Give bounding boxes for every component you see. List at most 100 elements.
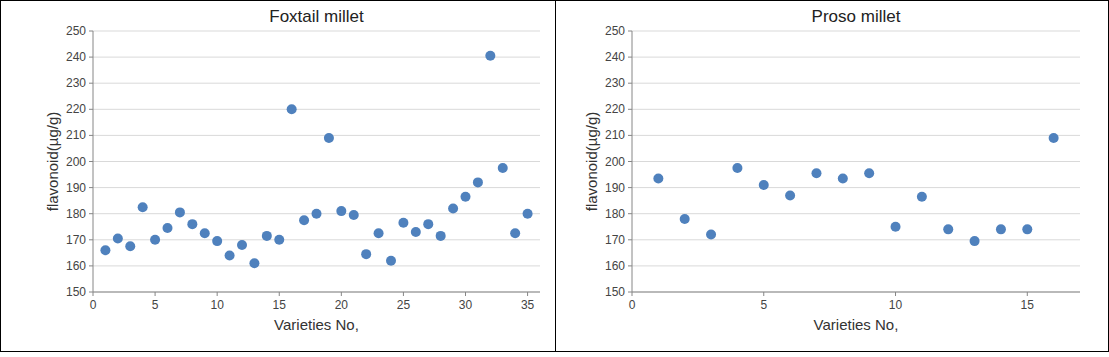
y-tick [89,161,93,162]
point [374,228,384,238]
y-tick-label: 190 [66,181,86,195]
y-tick-label: 160 [66,259,86,273]
y-tick-label: 240 [66,50,86,64]
x-tick-label: 10 [889,298,903,312]
point [653,173,663,183]
point [336,206,346,216]
x-tick [341,292,342,296]
y-tick-label: 210 [605,128,625,142]
point [732,163,742,173]
marks [100,51,532,268]
point [680,214,690,224]
x-tick [217,292,218,296]
panel-frame [1,1,1109,352]
point [138,202,148,212]
y-tick [89,57,93,58]
y-tick [89,265,93,266]
point [461,192,471,202]
y-axis-label: flavonoid(µg/g) [583,112,600,212]
point [150,235,160,245]
point [523,209,533,219]
y-tick-label: 230 [66,76,86,90]
point [436,231,446,241]
y-tick-label: 170 [66,233,86,247]
chart: 150160170180190200210220230240250051015P… [583,7,1080,333]
point [1049,133,1059,143]
point [312,209,322,219]
point [274,235,284,245]
point [398,218,408,228]
point [262,231,272,241]
x-axis-label: Varieties No, [274,316,359,333]
y-tick-label: 150 [66,285,86,299]
grid-line [93,31,540,32]
x-tick [895,292,896,296]
grid-line [93,187,540,188]
grid-line [93,292,540,293]
y-axis [93,31,94,292]
x-tick-label: 0 [90,298,97,312]
y-tick-label: 220 [66,102,86,116]
y-tick [628,161,632,162]
point [498,163,508,173]
y-tick [89,213,93,214]
y-axis [632,31,633,292]
point [706,230,716,240]
point [287,104,297,114]
point [759,180,769,190]
grid-line [632,31,1080,32]
point [187,219,197,229]
grid-line [632,109,1080,110]
y-tick [628,265,632,266]
y-tick-label: 250 [66,24,86,38]
point [448,203,458,213]
title: Proso millet [812,7,901,26]
y-tick-label: 160 [605,259,625,273]
y-tick [89,31,93,32]
y-tick [89,83,93,84]
point [237,240,247,250]
y-tick [628,239,632,240]
point [163,223,173,233]
point [838,173,848,183]
y-tick-label: 240 [605,50,625,64]
y-tick [628,83,632,84]
x-tick-label: 35 [521,298,535,312]
x-tick-label: 15 [273,298,287,312]
point [510,228,520,238]
x-tick [93,292,94,296]
point [200,228,210,238]
x-tick-label: 10 [210,298,224,312]
point [917,192,927,202]
x-axis [93,292,540,293]
point [100,245,110,255]
point [785,190,795,200]
point [1022,224,1032,234]
grid-line [632,57,1080,58]
y-tick-label: 190 [605,181,625,195]
point [996,224,1006,234]
y-tick-label: 180 [605,207,625,221]
point [811,168,821,178]
grid-line [93,57,540,58]
point [324,133,334,143]
y-tick [628,187,632,188]
grid-line [632,265,1080,266]
grid-line [632,239,1080,240]
y-tick-label: 230 [605,76,625,90]
x-tick [279,292,280,296]
grid-line [632,83,1080,84]
y-tick-label: 200 [605,155,625,169]
point [249,258,259,268]
grid-line [93,83,540,84]
point [113,233,123,243]
y-tick-label: 210 [66,128,86,142]
y-tick-label: 200 [66,155,86,169]
point [423,219,433,229]
y-tick [628,31,632,32]
y-tick [628,292,632,293]
x-axis-label: Varieties No, [814,316,899,333]
point [125,241,135,251]
y-tick-label: 180 [66,207,86,221]
grid-line [632,292,1080,293]
